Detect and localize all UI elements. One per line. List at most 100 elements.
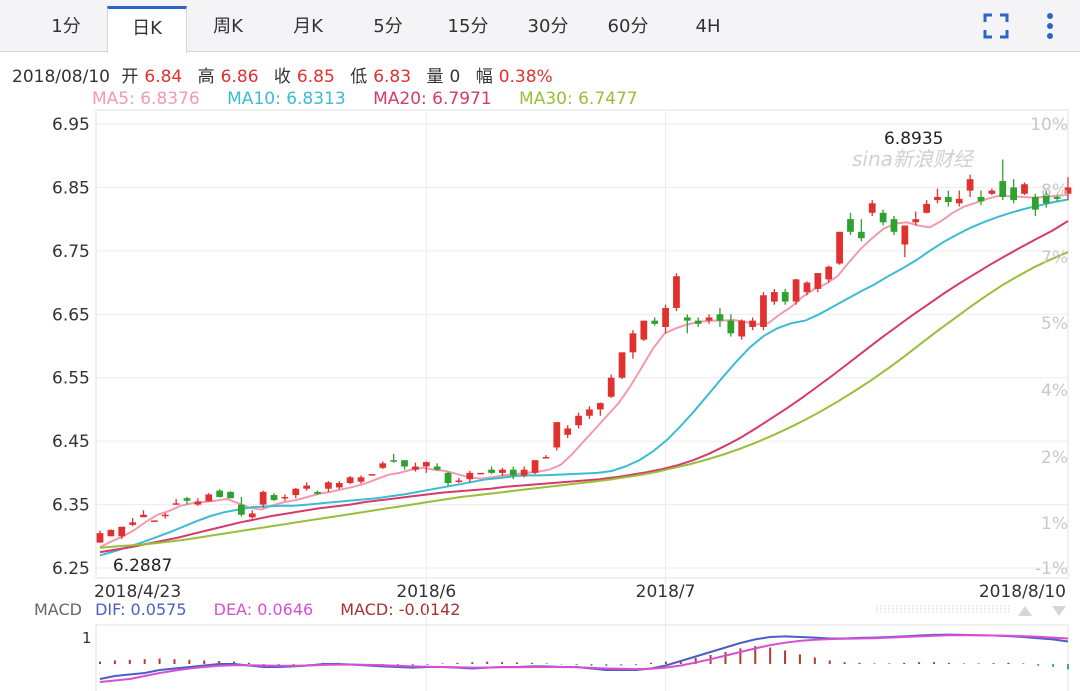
- candle-body: [1042, 193, 1050, 204]
- candle-body: [716, 314, 724, 321]
- candle: [901, 225, 909, 258]
- candle-body: [901, 225, 909, 245]
- more-options-icon[interactable]: [1036, 12, 1064, 40]
- candle: [357, 475, 365, 484]
- tab-daily-k[interactable]: 日K: [107, 6, 187, 53]
- candle-body: [325, 482, 332, 489]
- candle-body: [499, 469, 506, 473]
- candle: [640, 320, 648, 341]
- candle-body: [760, 295, 767, 327]
- candle: [923, 200, 930, 214]
- candle-body: [216, 490, 224, 497]
- tab-15min[interactable]: 15分: [447, 16, 489, 37]
- candle: [477, 472, 485, 475]
- candle: [335, 481, 343, 490]
- candle-body: [977, 196, 985, 202]
- macd-axis-label: 1: [82, 629, 92, 647]
- candle: [944, 190, 952, 207]
- tab-4h[interactable]: 4H: [695, 16, 721, 37]
- scroll-arrows[interactable]: [1018, 606, 1066, 616]
- tab-60min[interactable]: 60分: [607, 16, 649, 37]
- candles: [96, 159, 1072, 543]
- macd-value-legend: MACD: -0.0142: [340, 600, 461, 619]
- pct-tick-label: 10%: [1030, 115, 1068, 135]
- candle: [673, 273, 680, 312]
- candle-body: [575, 415, 582, 426]
- candle-body: [292, 488, 300, 496]
- candle-body: [1010, 187, 1017, 201]
- candle: [596, 402, 604, 416]
- candle: [151, 520, 158, 522]
- candle: [781, 288, 789, 305]
- candle-body: [694, 320, 702, 324]
- candle-body: [259, 491, 267, 505]
- candle-body: [422, 462, 430, 467]
- candle-body: [868, 203, 876, 213]
- candle-body: [738, 320, 746, 337]
- ma5-legend: MA5: 6.8376: [92, 89, 200, 109]
- candle-body: [955, 198, 963, 204]
- y-tick-label: 6.45: [52, 432, 90, 452]
- candle: [1031, 193, 1039, 216]
- pct-tick-label: -1%: [1035, 559, 1068, 579]
- quote-date: 2018/08/10: [12, 67, 110, 87]
- ma20-line: [99, 220, 1069, 554]
- candle: [705, 314, 713, 324]
- candle: [738, 319, 746, 340]
- candle-body: [346, 477, 354, 484]
- candle-body: [825, 266, 833, 280]
- dea-line: [99, 634, 1069, 683]
- candle-body: [988, 190, 996, 194]
- candle: [1064, 177, 1072, 201]
- candle: [912, 211, 920, 226]
- candle: [575, 412, 582, 429]
- candle-body: [390, 460, 398, 462]
- candle: [542, 455, 550, 459]
- candle: [292, 488, 300, 499]
- y-axis-labels: 6.95 6.85 6.75 6.65 6.55 6.45 6.35 6.25: [52, 115, 90, 579]
- candle-body: [847, 219, 854, 232]
- candle: [325, 481, 332, 492]
- candle: [444, 471, 452, 486]
- tab-monthly-k[interactable]: 月K: [293, 16, 323, 37]
- candle-body: [303, 485, 311, 489]
- ma-legend: MA5: 6.8376 MA10: 6.8313 MA20: 6.7971 MA…: [92, 89, 660, 109]
- pct-tick-label: 2%: [1041, 448, 1068, 468]
- ma30-legend: MA30: 6.7477: [519, 89, 638, 109]
- candle: [749, 317, 756, 331]
- fullscreen-icon[interactable]: [982, 12, 1010, 40]
- tab-30min[interactable]: 30分: [527, 16, 569, 37]
- candle-body: [183, 498, 191, 501]
- tab-5min[interactable]: 5分: [373, 16, 403, 37]
- candle: [422, 461, 430, 473]
- change-label: 幅: [475, 67, 493, 87]
- candle: [314, 490, 321, 496]
- candle-body: [477, 472, 485, 475]
- candle-body: [705, 317, 713, 321]
- candle-body: [401, 460, 408, 467]
- candle: [999, 159, 1007, 201]
- candle-body: [792, 279, 800, 302]
- candle-body: [607, 377, 615, 397]
- candle: [238, 496, 245, 517]
- pct-tick-label: 1%: [1041, 514, 1068, 534]
- low-label: 低: [350, 67, 368, 87]
- candle-body: [912, 219, 920, 223]
- candle: [248, 510, 256, 519]
- candle: [607, 374, 615, 399]
- ma30-line: [99, 251, 1069, 549]
- candle: [760, 292, 767, 331]
- candle-body: [1053, 196, 1061, 199]
- dif-legend: DIF: 0.0575: [95, 600, 187, 619]
- tab-weekly-k[interactable]: 周K: [213, 16, 243, 37]
- tab-1min[interactable]: 1分: [51, 16, 81, 37]
- candle: [259, 490, 267, 508]
- candle-body: [770, 292, 778, 302]
- candle: [651, 317, 659, 326]
- candle: [879, 209, 887, 226]
- pct-tick-label: 7%: [1041, 248, 1068, 268]
- candle: [683, 314, 691, 334]
- plot-frame: [95, 109, 1069, 579]
- candle: [847, 212, 854, 235]
- candle: [825, 265, 833, 283]
